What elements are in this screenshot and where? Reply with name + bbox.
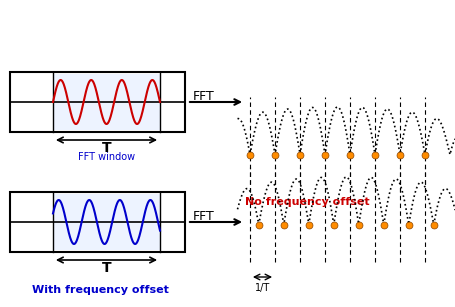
Bar — [53, 74, 160, 130]
Text: FFT: FFT — [193, 209, 215, 223]
Text: FFT: FFT — [193, 90, 215, 103]
Text: T: T — [101, 141, 111, 155]
Text: With frequency offset: With frequency offset — [31, 285, 168, 295]
Bar — [10, 192, 185, 252]
Text: No frequency offset: No frequency offset — [245, 197, 369, 207]
Text: FFT window: FFT window — [78, 152, 135, 162]
Text: 1/T: 1/T — [255, 283, 270, 293]
Bar — [53, 194, 160, 250]
Text: T: T — [101, 261, 111, 275]
Bar — [10, 72, 185, 132]
